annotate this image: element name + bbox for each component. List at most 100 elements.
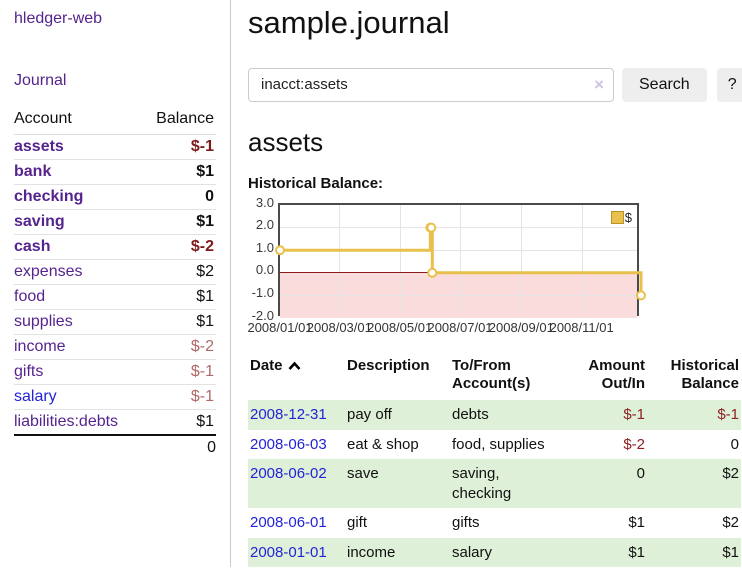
account-link-gifts[interactable]: gifts [14,363,44,380]
y-tick-label: 3.0 [255,194,274,210]
accounts-total-value: 0 [207,439,216,456]
account-link-salary[interactable]: salary [14,388,57,405]
balance-column-header: Balance [142,107,216,135]
transaction-date-link[interactable]: 2008-06-03 [250,435,327,453]
x-tick-label: 2008/09/01 [488,319,554,335]
legend-swatch-icon [610,210,624,224]
transaction-date-link[interactable]: 2008-01-01 [250,543,327,561]
chart-plot: $ [275,202,646,318]
account-balance: $2 [142,259,216,285]
account-balance: $1 [142,309,216,335]
account-row: checking 0 [14,184,216,210]
account-row: expenses $2 [14,259,216,285]
transaction-date-link[interactable]: 2008-06-02 [250,465,327,483]
transaction-accounts: debts [452,406,489,424]
search-button[interactable]: Search [622,67,707,102]
account-row: saving $1 [14,209,216,235]
transaction-accounts: food, supplies [452,435,545,453]
main-content: sample.journal × Search ? assets Histori… [231,0,742,568]
sort-ascending-icon [288,361,300,370]
account-row: gifts $-1 [14,359,216,385]
account-link-expenses[interactable]: expenses [14,263,83,280]
account-link-food[interactable]: food [14,288,46,305]
x-tick-label: 2008/07/01 [427,319,493,335]
account-link-supplies[interactable]: supplies [14,313,73,330]
account-link-income[interactable]: income [14,338,66,355]
account-balance: $-2 [142,234,216,260]
account-row: cash $-2 [14,234,216,260]
account-link-cash[interactable]: cash [14,238,51,255]
transaction-balance: $-1 [717,406,739,424]
register-row[interactable]: 2008-06-03 eat & shop food, supplies $-2… [248,430,741,460]
account-balance: $1 [142,284,216,310]
transaction-balance: $2 [722,514,739,532]
transaction-amount: $1 [628,514,645,532]
account-row: assets $-1 [14,134,216,160]
account-link-saving[interactable]: saving [14,213,65,230]
x-tick-label: 2008/03/01 [306,319,372,335]
account-heading: assets [248,126,324,157]
account-balance: $-1 [142,134,216,160]
transaction-balance: 0 [730,435,739,453]
transaction-balance: $1 [722,543,739,561]
transaction-date-link[interactable]: 2008-06-01 [250,514,327,532]
chart-legend: $ [609,209,633,225]
sidebar-item-journal[interactable]: Journal [14,72,67,89]
account-balance: $-1 [142,384,216,410]
clear-search-icon[interactable]: × [594,74,604,94]
page: hledger-web Journal Account Balance asse… [0,0,742,568]
chart-title: Historical Balance: [248,174,384,192]
register-header-amount: Amount Out/In [588,356,645,393]
sidebar: hledger-web Journal Account Balance asse… [0,0,231,568]
account-link-liabilities-debts[interactable]: liabilities:debts [14,413,119,430]
historical-balance-chart: 3.0 2.0 1.0 0.0 -1.0 -2.0 $ 2008/01/01 2008/03… [247,195,742,339]
search-form: × Search ? [248,67,742,102]
transaction-description: save [347,465,379,483]
x-tick-label: 2008/05/01 [367,319,433,335]
x-tick-label: 2008/01/01 [247,319,313,335]
account-balance: $1 [142,209,216,235]
register-header-date[interactable]: Date [248,353,345,401]
account-balance: $-1 [142,359,216,385]
help-button[interactable]: ? [716,67,742,102]
account-row: salary $-1 [14,384,216,410]
account-balance: $1 [142,159,216,185]
transaction-description: income [347,543,396,561]
register-row[interactable]: 2008-12-31 pay off debts $-1 $-1 [248,400,741,430]
transaction-description: gift [347,514,368,532]
account-balance: $1 [142,409,216,436]
y-tick-label: 2.0 [255,217,274,233]
account-link-checking[interactable]: checking [14,188,84,205]
register-table: Date Description To/From Account(s) Amou… [248,353,741,568]
transaction-amount: $-2 [623,435,645,453]
account-link-assets[interactable]: assets [14,138,64,155]
account-row: supplies $1 [14,309,216,335]
transaction-amount: $-1 [623,406,645,424]
account-column-header: Account [14,107,143,135]
register-row[interactable]: 2008-06-01 gift gifts $1 $2 [248,508,741,538]
register-header-row: Date Description To/From Account(s) Amou… [248,353,741,401]
account-row: food $1 [14,284,216,310]
transaction-balance: $2 [722,465,739,483]
transaction-amount: 0 [636,465,645,483]
transaction-amount: $1 [628,543,645,561]
search-input[interactable] [248,67,614,102]
y-tick-label: -1.0 [251,285,274,301]
transaction-description: pay off [347,406,392,424]
account-row: liabilities:debts $1 [14,409,216,436]
register-row[interactable]: 2008-06-02 save saving, checking 0 $2 [248,459,741,509]
app-title-link[interactable]: hledger-web [14,10,103,27]
accounts-table: Account Balance assets $-1 bank $1 check… [14,107,216,460]
register-row[interactable]: 2008-01-01 income salary $1 $1 [248,537,741,568]
account-link-bank[interactable]: bank [14,163,52,180]
y-tick-label: -2.0 [251,307,274,323]
legend-label: $ [624,209,632,225]
date-header-label: Date [250,356,283,374]
account-row: income $-2 [14,334,216,360]
account-balance: 0 [142,184,216,210]
account-balance: $-2 [142,334,216,360]
account-row: bank $1 [14,159,216,185]
transaction-date-link[interactable]: 2008-12-31 [250,406,327,424]
transaction-description: eat & shop [347,435,419,453]
y-tick-label: 1.0 [255,239,274,255]
